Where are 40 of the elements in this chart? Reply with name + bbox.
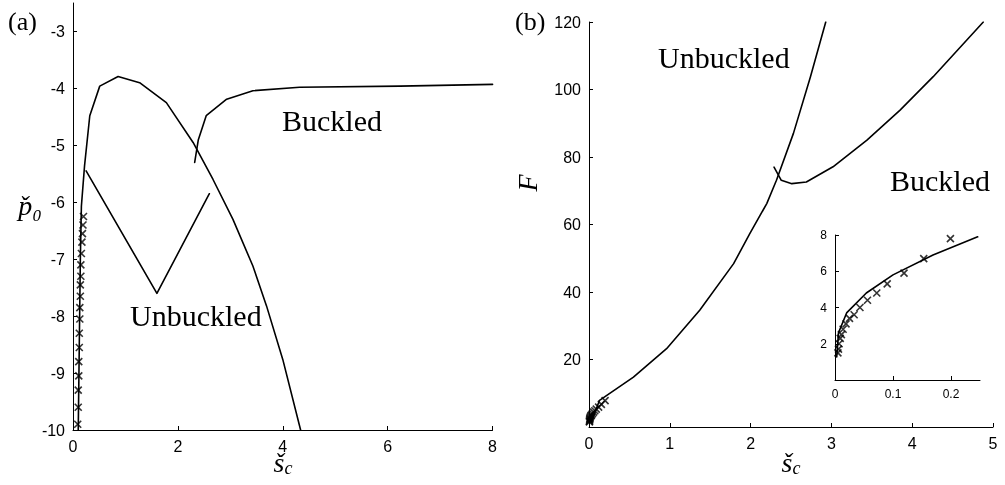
y-axis-title: p̌₀: [16, 189, 42, 221]
x-tick-label: 0: [68, 437, 78, 455]
y-tick-label: -4: [50, 79, 66, 97]
x-tick-label: 1: [665, 434, 675, 452]
x-tick-label: 5: [988, 434, 998, 452]
y-tick-label: 80: [563, 148, 582, 166]
x-tick-label: 4: [907, 434, 917, 452]
y-tick-label: -10: [41, 421, 66, 439]
y-tick-label: -7: [50, 250, 66, 268]
y-tick-label: 4: [820, 300, 828, 315]
y-tick-label: -6: [50, 193, 66, 211]
y-tick-label: -8: [50, 307, 66, 325]
y-tick-label: 8: [820, 228, 828, 242]
y-tick-label: -5: [50, 136, 66, 154]
y-tick-label: 120: [554, 13, 582, 31]
x-tick-label: 0.2: [942, 387, 960, 401]
x-tick-label: 0: [584, 434, 594, 452]
y-tick-label: 2: [820, 336, 828, 351]
y-tick-label: 60: [563, 216, 582, 233]
x-tick-label: 0.1: [884, 387, 902, 401]
y-tick-label: -9: [50, 364, 66, 382]
annotation: Unbuckled: [658, 40, 790, 74]
x-tick-label: 8: [488, 437, 498, 455]
x-tick-label: 3: [826, 434, 836, 452]
y-tick-label: 100: [554, 81, 582, 98]
y-tick-label: 6: [820, 264, 828, 279]
x-tick-label: 6: [383, 437, 393, 455]
x-tick-label: 2: [173, 437, 183, 455]
annotation: Unbuckled: [130, 298, 262, 332]
y-tick-label: -3: [50, 22, 66, 40]
y-tick-label: 40: [563, 283, 582, 301]
x-tick-label: 0: [831, 387, 839, 401]
x-axis-title: šc: [781, 446, 801, 478]
y-tick-label: 20: [563, 351, 582, 368]
chart-title: (a): [8, 6, 37, 36]
annotation: Buckled: [890, 163, 990, 197]
y-axis-title: F: [511, 173, 543, 193]
annotation: Buckled: [282, 103, 382, 137]
chart-title: (b): [515, 6, 546, 36]
x-tick-label: 2: [746, 434, 756, 452]
